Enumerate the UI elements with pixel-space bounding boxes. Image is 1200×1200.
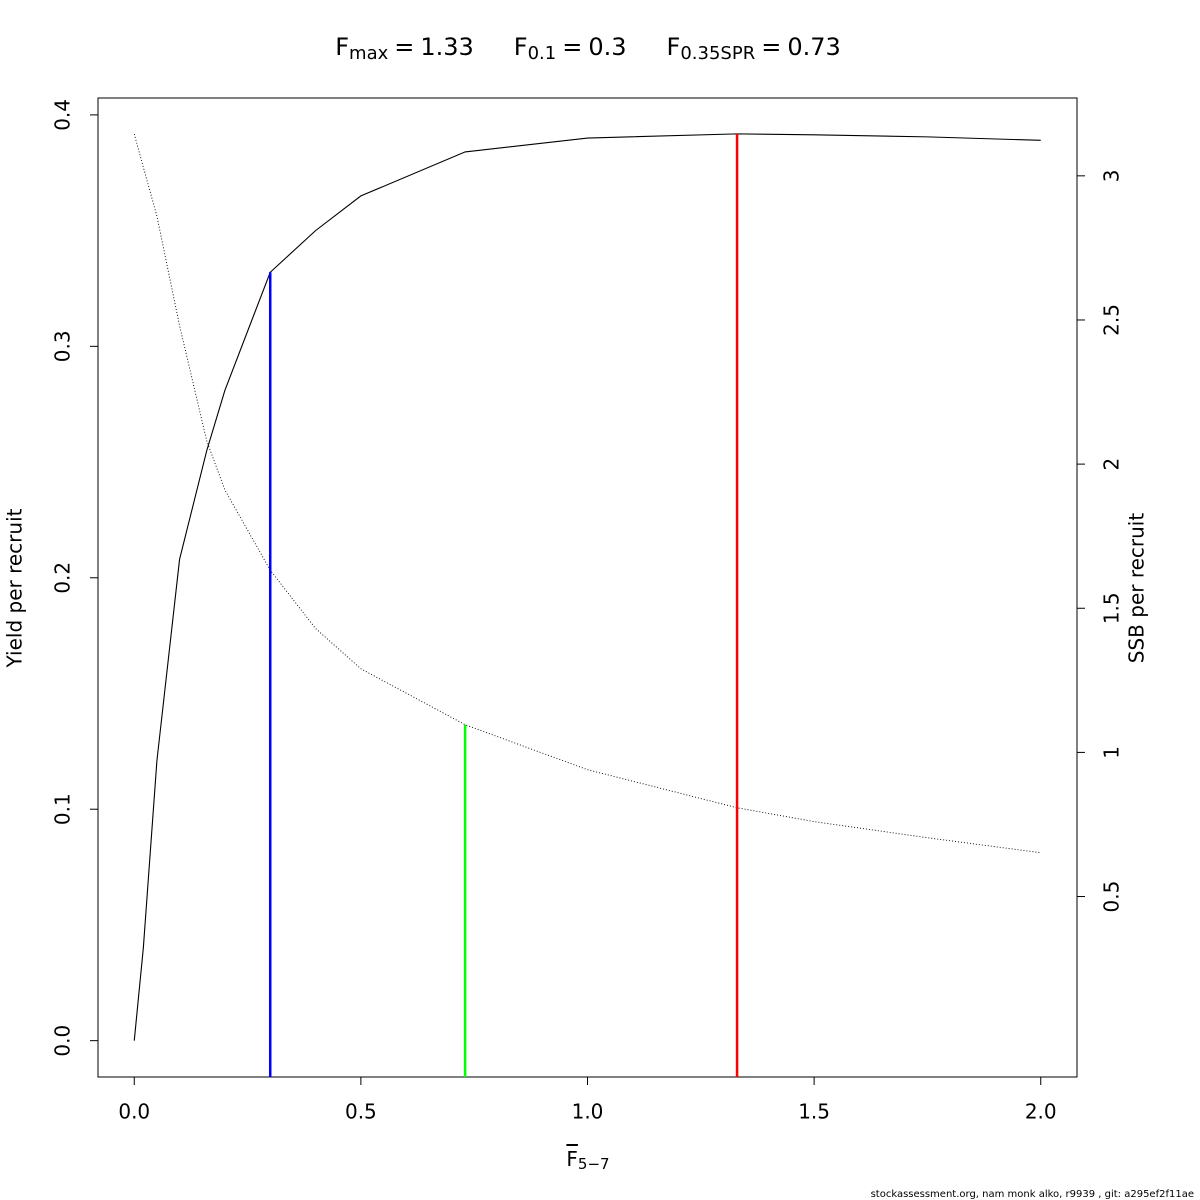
y2-tick-label: 2.5 (1100, 304, 1124, 336)
title-symbol: F (335, 33, 349, 61)
title-symbol: F (667, 33, 681, 61)
x-axis-symbol: F (566, 1147, 578, 1171)
x-tick-label: 1.5 (798, 1100, 830, 1124)
y-axis-label: Yield per recruit (3, 508, 27, 668)
y-tick-label: 0.2 (51, 562, 75, 594)
y-tick-label: 0.1 (51, 793, 75, 825)
y-tick-label: 0.0 (51, 1025, 75, 1057)
x-tick-label: 0.0 (118, 1100, 150, 1124)
x-axis-subscript: 5−7 (578, 1155, 610, 1173)
title-relation: = (761, 33, 781, 61)
y2-axis-label: SSB per recruit (1125, 513, 1149, 664)
series-line (133, 133, 1041, 1041)
title-value: 1.33 (420, 33, 473, 61)
title-subscript: max (349, 43, 389, 64)
title-relation: = (394, 33, 414, 61)
x-tick-label: 1.0 (572, 1100, 604, 1124)
x-tick-label: 0.5 (345, 1100, 377, 1124)
y2-tick-label: 3 (1100, 169, 1124, 182)
chart-title: Fmax = 1.33 F0.1 = 0.3 F0.35SPR = 0.73 (335, 33, 841, 64)
title-value: 0.73 (787, 33, 840, 61)
y2-tick-label: 1 (1100, 746, 1124, 759)
title-subscript: 0.1 (528, 43, 557, 64)
title-symbol: F (514, 33, 528, 61)
y-tick-label: 0.3 (51, 330, 75, 362)
title-relation: = (562, 33, 582, 61)
footer: stockassessment.org, nam monk alko, r993… (871, 1189, 1194, 1200)
plot-frame (97, 97, 1078, 1078)
y2-tick-label: 0.5 (1100, 881, 1124, 913)
x-axis-label: F5−7 (566, 1147, 609, 1173)
y-tick-label: 0.4 (51, 99, 75, 131)
title-value: 0.3 (588, 33, 626, 61)
title-subscript: 0.35SPR (680, 43, 755, 64)
y2-tick-label: 2 (1100, 458, 1124, 471)
x-tick-label: 2.0 (1025, 1100, 1057, 1124)
y2-tick-label: 1.5 (1100, 592, 1124, 624)
